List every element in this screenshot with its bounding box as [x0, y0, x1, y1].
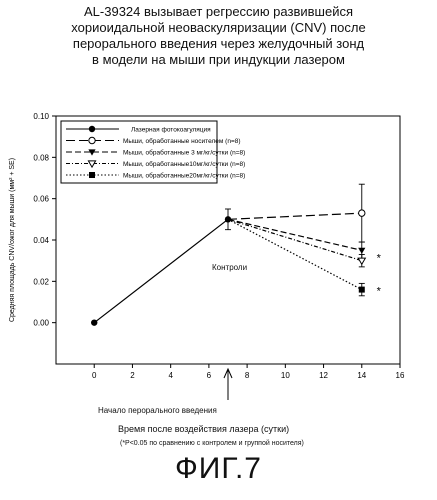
legend-label: Лазерная фотокоагуляция — [131, 126, 211, 133]
x-tick-label: 14 — [357, 371, 366, 380]
significance-star: * — [377, 253, 382, 265]
series-line — [94, 219, 228, 322]
series-2 — [228, 184, 365, 242]
x-tick-label: 10 — [281, 371, 290, 380]
series-1 — [91, 209, 231, 326]
y-tick-label: 0.08 — [33, 153, 49, 162]
legend-marker — [89, 126, 95, 132]
legend-marker — [89, 137, 95, 143]
y-tick-label: 0.06 — [33, 195, 49, 204]
y-tick-label: 0.00 — [33, 319, 49, 328]
x-tick-label: 12 — [319, 371, 328, 380]
significance-star: * — [377, 286, 382, 298]
series-line — [228, 219, 362, 260]
legend-marker — [89, 172, 95, 178]
data-point — [358, 248, 365, 254]
data-point — [359, 287, 365, 293]
y-axis-label: Средняя площадь CNV/ожог для мыши (мм² +… — [9, 158, 16, 322]
data-point — [358, 258, 365, 264]
series-4 — [228, 219, 365, 267]
series-5 — [228, 219, 365, 295]
legend-label: Мыши, обработанные носителем (n=8) — [123, 137, 241, 145]
legend-label: Мыши, обработанные 3 мг/кг/сутки (n=8) — [123, 148, 245, 156]
x-tick-label: 16 — [396, 371, 405, 380]
x-tick-label: 8 — [245, 371, 250, 380]
x-tick-label: 6 — [207, 371, 212, 380]
y-tick-label: 0.10 — [33, 112, 49, 121]
figure-label: ФИГ.7 — [0, 452, 437, 486]
legend-entry-2: Мыши, обработанные носителем (n=8) — [66, 137, 241, 145]
start-oral-annotation: Начало перорального введения — [98, 406, 217, 415]
x-tick-label: 0 — [92, 371, 97, 380]
y-tick-label: 0.04 — [33, 236, 49, 245]
data-point — [359, 210, 365, 216]
data-point — [91, 319, 97, 325]
x-axis-label: Время после воздействия лазера (сутки) — [118, 424, 289, 434]
series-line — [228, 219, 362, 250]
y-tick-label: 0.02 — [33, 277, 49, 286]
legend-label: Мыши, обработанные10мг/кг/сутки (n=8) — [123, 160, 245, 168]
x-tick-label: 4 — [168, 371, 173, 380]
chart-series — [91, 184, 365, 326]
series-line — [228, 213, 362, 219]
chart-legend: Лазерная фотокоагуляция Мыши, обработанны… — [61, 121, 245, 183]
control-annotation: Контроли — [212, 263, 247, 272]
x-tick-label: 2 — [130, 371, 135, 380]
legend-label: Мыши, обработанные20мг/кг/сутки (n=8) — [123, 171, 245, 179]
significance-note: (*P<0.05 по сравнению с контролем и груп… — [120, 440, 304, 447]
